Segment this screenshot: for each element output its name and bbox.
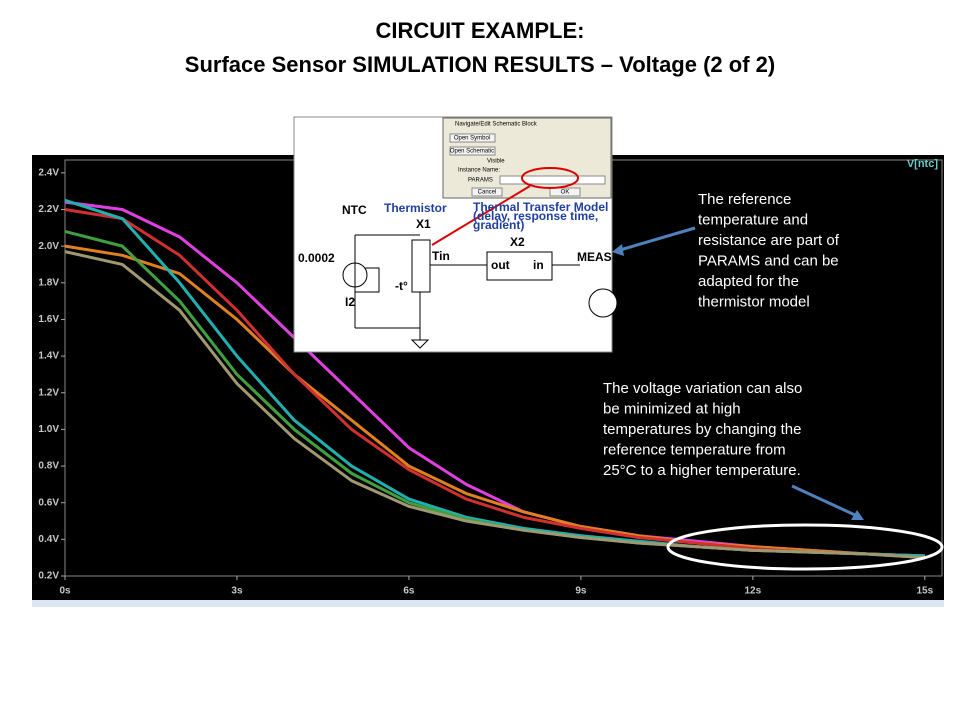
x-tick-label: 9s xyxy=(575,586,587,597)
annotation: temperature and xyxy=(698,211,808,228)
arrow xyxy=(619,226,696,252)
thermistor xyxy=(411,239,431,293)
button-label: OK xyxy=(561,190,570,196)
callout-arrow xyxy=(431,185,531,246)
button-label: Cancel xyxy=(478,190,497,196)
annotation: thermistor model xyxy=(698,293,810,310)
annotation: The reference xyxy=(698,191,791,208)
y-tick-label: 0.2V xyxy=(38,571,59,582)
annotation: be minimized at high xyxy=(603,400,741,417)
label: PARAMS xyxy=(468,178,493,184)
button xyxy=(549,187,581,197)
arrow xyxy=(791,484,856,517)
label: Tin xyxy=(432,249,450,263)
ground xyxy=(410,339,430,349)
label: Thermal Transfer Model xyxy=(473,200,608,214)
button-label: Open Symbol xyxy=(454,136,490,142)
x-tick-label: 3s xyxy=(231,586,243,597)
arrow-head xyxy=(612,244,624,256)
trace xyxy=(64,244,925,558)
y-tick-label: 1.4V xyxy=(38,351,59,362)
label: Thermistor xyxy=(384,201,447,215)
source xyxy=(588,288,618,318)
subtitle: Surface Sensor SIMULATION RESULTS – Volt… xyxy=(185,52,775,77)
annotation: The voltage variation can also xyxy=(603,380,802,397)
x-tick-label: 12s xyxy=(744,586,761,597)
callout-ellipse xyxy=(521,167,579,189)
y-tick-label: 2.4V xyxy=(38,167,59,178)
dialog-title: Navigate/Edit Schematic Block xyxy=(455,122,538,128)
label: 0.0002 xyxy=(298,251,335,265)
annotation: PARAMS and can be xyxy=(698,252,839,269)
button xyxy=(449,146,496,156)
input xyxy=(499,175,606,185)
x-tick-label: 6s xyxy=(403,586,415,597)
button xyxy=(471,187,503,197)
annotation: resistance are part of xyxy=(698,232,840,249)
annotation: adapted for the xyxy=(698,273,799,290)
label: I2 xyxy=(345,295,355,309)
label: Visible xyxy=(487,159,505,165)
trace-label: V[ntc] xyxy=(907,158,939,170)
y-tick-label: 1.2V xyxy=(38,387,59,398)
x-tick-label: 15s xyxy=(916,586,933,597)
inset: Navigate/Edit Schematic Block Open Symbo… xyxy=(293,116,618,353)
y-tick-label: 1.6V xyxy=(38,314,59,325)
block xyxy=(486,251,553,281)
button xyxy=(449,133,496,143)
label: MEAS xyxy=(577,250,612,264)
label: gradient) xyxy=(473,218,524,232)
title: CIRCUIT EXAMPLE: xyxy=(376,18,585,43)
label: in xyxy=(533,258,544,272)
label: NTC xyxy=(342,203,367,217)
label: X1 xyxy=(416,217,431,231)
dialog xyxy=(442,117,612,199)
y-tick-label: 2.0V xyxy=(38,241,59,252)
label: -t° xyxy=(395,279,408,293)
y-tick-label: 1.0V xyxy=(38,424,59,435)
arrow-head xyxy=(851,510,864,520)
annotation: temperatures by changing the xyxy=(603,421,801,438)
x-tick-label: 0s xyxy=(59,586,71,597)
y-tick-label: 0.8V xyxy=(38,461,59,472)
button-label: Open Schematic xyxy=(450,149,494,155)
annotation: 25°C to a higher temperature. xyxy=(603,462,801,479)
y-tick-label: 1.8V xyxy=(38,277,59,288)
highlight-ellipse xyxy=(666,523,944,571)
y-tick-label: 0.4V xyxy=(38,534,59,545)
label: (delay, response time, xyxy=(473,209,598,223)
label: X2 xyxy=(510,235,525,249)
strip xyxy=(32,600,944,607)
annotation: reference temperature from xyxy=(603,441,786,458)
trace xyxy=(64,250,925,560)
label: Instance Name: xyxy=(458,168,500,174)
y-tick-label: 2.2V xyxy=(38,204,59,215)
label: out xyxy=(491,258,510,272)
y-tick-label: 0.6V xyxy=(38,497,59,508)
